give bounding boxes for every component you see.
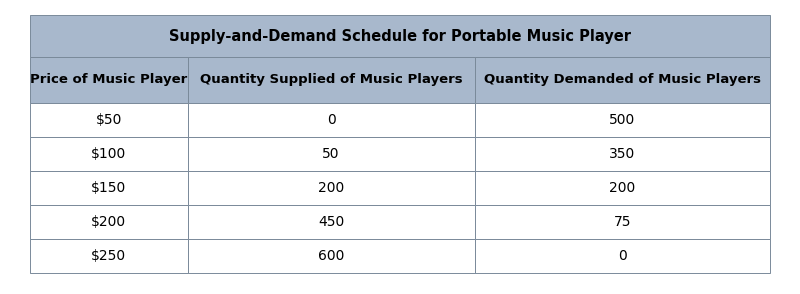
Text: 0: 0 xyxy=(327,113,335,127)
Bar xyxy=(474,57,770,103)
Bar xyxy=(30,205,188,239)
Bar xyxy=(188,137,474,171)
Text: Quantity Demanded of Music Players: Quantity Demanded of Music Players xyxy=(484,74,761,86)
Text: $250: $250 xyxy=(91,249,126,263)
Text: $100: $100 xyxy=(91,147,126,161)
Text: 50: 50 xyxy=(322,147,340,161)
Text: $50: $50 xyxy=(96,113,122,127)
Bar xyxy=(188,171,474,205)
Bar xyxy=(188,57,474,103)
Bar xyxy=(474,137,770,171)
Bar xyxy=(30,103,188,137)
Bar xyxy=(30,57,188,103)
Text: 500: 500 xyxy=(610,113,635,127)
Bar xyxy=(474,171,770,205)
Text: $150: $150 xyxy=(91,181,126,195)
Bar xyxy=(30,171,188,205)
Text: 200: 200 xyxy=(610,181,635,195)
Text: 75: 75 xyxy=(614,215,631,229)
Bar xyxy=(30,137,188,171)
Text: $200: $200 xyxy=(91,215,126,229)
Bar xyxy=(30,15,770,57)
Bar xyxy=(188,205,474,239)
Bar xyxy=(474,239,770,273)
Bar xyxy=(188,239,474,273)
Text: Quantity Supplied of Music Players: Quantity Supplied of Music Players xyxy=(200,74,462,86)
Bar xyxy=(474,103,770,137)
Text: 350: 350 xyxy=(610,147,635,161)
Text: 0: 0 xyxy=(618,249,626,263)
Bar xyxy=(30,239,188,273)
Text: 200: 200 xyxy=(318,181,344,195)
Text: Price of Music Player: Price of Music Player xyxy=(30,74,187,86)
Bar xyxy=(474,205,770,239)
Text: 600: 600 xyxy=(318,249,344,263)
Text: 450: 450 xyxy=(318,215,344,229)
Text: Supply-and-Demand Schedule for Portable Music Player: Supply-and-Demand Schedule for Portable … xyxy=(169,29,631,44)
Bar xyxy=(188,103,474,137)
